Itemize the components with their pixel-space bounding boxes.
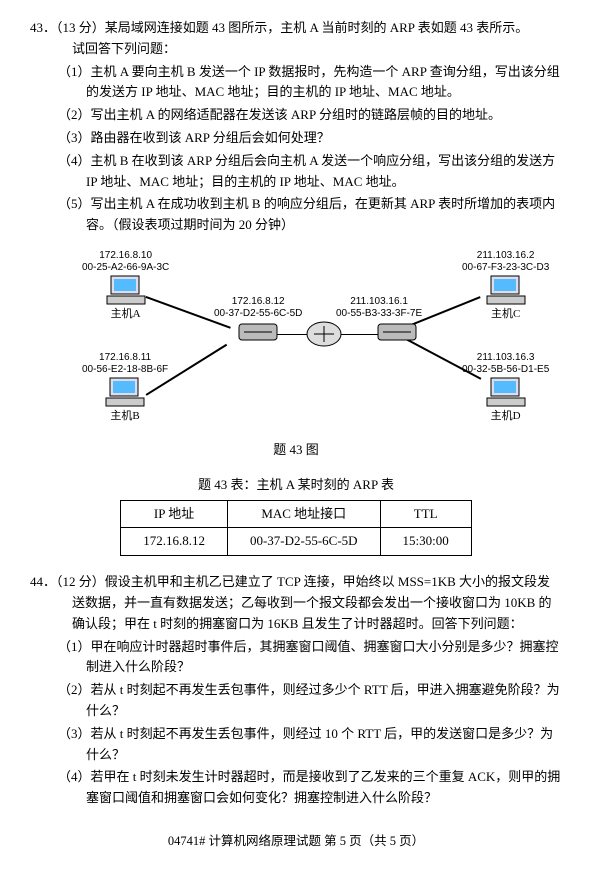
q43-head: 43．（13 分）某局域网连接如题 43 图所示，主机 A 当前时刻的 ARP … <box>30 18 562 39</box>
question-43: 43．（13 分）某局域网连接如题 43 图所示，主机 A 当前时刻的 ARP … <box>30 18 562 556</box>
host-d-name: 主机D <box>462 410 549 423</box>
arp-table: IP 地址 MAC 地址接口 TTL 172.16.8.12 00-37-D2-… <box>120 500 472 557</box>
host-c: 211.103.16.2 00-67-F3-23-3C-D3 主机C <box>462 250 549 321</box>
switch-l-ip: 172.16.8.12 <box>214 296 302 308</box>
td-ip: 172.16.8.12 <box>121 528 228 556</box>
q43-sub5: （5）写出主机 A 在成功收到主机 B 的响应分组后，在更新其 ARP 表时所增… <box>30 194 562 236</box>
th-mac: MAC 地址接口 <box>227 500 380 528</box>
page-footer: 04741# 计算机网络原理试题 第 5 页（共 5 页） <box>30 831 562 851</box>
q44-sub2: （2）若从 t 时刻起不再发生丢包事件，则经过多少个 RTT 后，甲进入拥塞避免… <box>30 680 562 722</box>
network-diagram: 172.16.8.10 00-25-A2-66-9A-3C 主机A 172.16… <box>76 244 516 434</box>
td-ttl: 15:30:00 <box>380 528 471 556</box>
q44-number: 44． <box>30 574 56 589</box>
host-b-name: 主机B <box>82 410 168 423</box>
pc-icon <box>105 274 147 308</box>
table-row: IP 地址 MAC 地址接口 TTL <box>121 500 472 528</box>
question-44: 44．（12 分）假设主机甲和主机乙已建立了 TCP 连接，甲始终以 MSS=1… <box>30 572 562 809</box>
th-ttl: TTL <box>380 500 471 528</box>
q43-number: 43． <box>30 20 56 35</box>
pc-icon <box>485 274 527 308</box>
q43-stem1: 某局域网连接如题 43 图所示，主机 A 当前时刻的 ARP 表如题 43 表所… <box>105 20 528 35</box>
q43-sub3: （3）路由器在收到该 ARP 分组后会如何处理？ <box>30 128 562 149</box>
switch-icon <box>237 320 279 344</box>
figure-caption: 题 43 图 <box>30 440 562 461</box>
table-caption: 题 43 表：主机 A 某时刻的 ARP 表 <box>30 475 562 496</box>
th-ip: IP 地址 <box>121 500 228 528</box>
host-a: 172.16.8.10 00-25-A2-66-9A-3C 主机A <box>82 250 169 321</box>
host-b: 172.16.8.11 00-56-E2-18-8B-6F 主机B <box>82 352 168 423</box>
host-a-ip: 172.16.8.10 <box>82 250 169 262</box>
table-row: 172.16.8.12 00-37-D2-55-6C-5D 15:30:00 <box>121 528 472 556</box>
q44-sub1: （1）甲在响应计时器超时事件后，其拥塞窗口阈值、拥塞窗口大小分别是多少？拥塞控制… <box>30 637 562 679</box>
switch-r-ip: 211.103.16.1 <box>336 296 422 308</box>
q43-sub4: （4）主机 B 在收到该 ARP 分组后会向主机 A 发送一个响应分组，写出该分… <box>30 151 562 193</box>
pc-icon <box>104 376 146 410</box>
q44-points: （12 分） <box>56 574 105 589</box>
switch-right: 211.103.16.1 00-55-B3-33-3F-7E <box>336 296 422 344</box>
q43-sub2: （2）写出主机 A 的网络适配器在发送该 ARP 分组时的链路层帧的目的地址。 <box>30 105 562 126</box>
host-a-mac: 00-25-A2-66-9A-3C <box>82 262 169 274</box>
q43-sub1: （1）主机 A 要向主机 B 发送一个 IP 数据报时，先构造一个 ARP 查询… <box>30 62 562 104</box>
q44-stem: 假设主机甲和主机乙已建立了 TCP 连接，甲始终以 MSS=1KB 大小的报文段… <box>72 574 552 631</box>
switch-l-mac: 00-37-D2-55-6C-5D <box>214 308 302 320</box>
host-b-ip: 172.16.8.11 <box>82 352 168 364</box>
host-c-ip: 211.103.16.2 <box>462 250 549 262</box>
td-mac: 00-37-D2-55-6C-5D <box>227 528 380 556</box>
host-c-mac: 00-67-F3-23-3C-D3 <box>462 262 549 274</box>
pc-icon <box>485 376 527 410</box>
q44-sub4: （4）若甲在 t 时刻未发生计时器超时，而是接收到了乙发来的三个重复 ACK，则… <box>30 767 562 809</box>
host-b-mac: 00-56-E2-18-8B-6F <box>82 364 168 376</box>
switch-r-mac: 00-55-B3-33-3F-7E <box>336 308 422 320</box>
switch-left: 172.16.8.12 00-37-D2-55-6C-5D <box>214 296 302 344</box>
q44-head: 44．（12 分）假设主机甲和主机乙已建立了 TCP 连接，甲始终以 MSS=1… <box>30 572 562 634</box>
switch-icon <box>376 320 418 344</box>
host-d: 211.103.16.3 00-32-5B-56-D1-E5 主机D <box>462 352 549 423</box>
host-d-ip: 211.103.16.3 <box>462 352 549 364</box>
q44-sub3: （3）若从 t 时刻起不再发生丢包事件，则经过 10 个 RTT 后，甲的发送窗… <box>30 724 562 766</box>
host-a-name: 主机A <box>82 308 169 321</box>
host-c-name: 主机C <box>462 308 549 321</box>
q43-points: （13 分） <box>56 20 105 35</box>
host-d-mac: 00-32-5B-56-D1-E5 <box>462 364 549 376</box>
q43-stem2: 试回答下列问题： <box>30 39 562 60</box>
